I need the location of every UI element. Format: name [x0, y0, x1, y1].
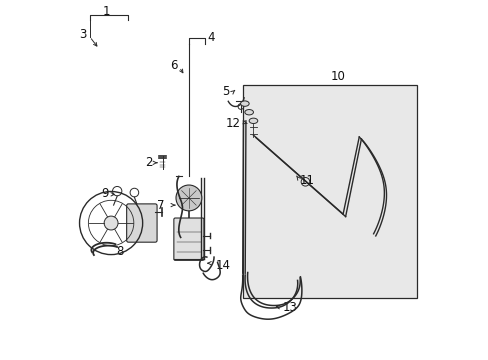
Text: 11: 11	[300, 174, 314, 187]
Text: 2: 2	[145, 156, 152, 169]
Text: 7: 7	[157, 199, 164, 212]
Text: 13: 13	[282, 301, 297, 314]
Text: 8: 8	[116, 244, 123, 257]
Text: 9: 9	[102, 187, 109, 200]
Text: 5: 5	[222, 85, 229, 98]
Text: 12: 12	[225, 117, 240, 130]
Text: 10: 10	[330, 69, 345, 82]
Text: 14: 14	[215, 259, 230, 272]
Circle shape	[176, 185, 202, 211]
FancyBboxPatch shape	[174, 218, 203, 260]
Bar	[242, 85, 416, 298]
Ellipse shape	[249, 118, 257, 123]
FancyBboxPatch shape	[126, 204, 157, 242]
Text: 4: 4	[207, 31, 215, 44]
Ellipse shape	[240, 101, 249, 106]
Circle shape	[104, 216, 118, 230]
Text: 1: 1	[102, 5, 110, 18]
Ellipse shape	[244, 109, 253, 115]
Text: 6: 6	[169, 59, 177, 72]
Text: 3: 3	[79, 28, 86, 41]
